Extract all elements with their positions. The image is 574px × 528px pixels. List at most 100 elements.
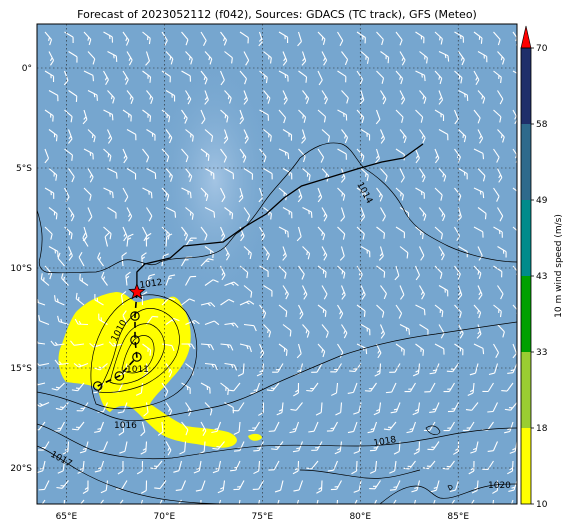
track-forecast-points xyxy=(92,311,142,391)
wind-barb xyxy=(263,129,272,142)
wind-barb xyxy=(477,129,484,144)
wind-barb xyxy=(473,265,482,280)
wind-barb xyxy=(379,129,386,144)
wind-barb xyxy=(477,246,483,261)
wind-barb xyxy=(108,341,124,347)
wind-barb xyxy=(497,207,504,222)
wind-barb xyxy=(438,246,445,261)
wind-barb xyxy=(50,340,65,346)
wind-barb xyxy=(100,480,109,494)
wind-barb xyxy=(468,460,475,475)
wind-barb xyxy=(44,187,55,199)
wind-barb xyxy=(487,402,498,413)
wind-barb xyxy=(181,31,189,46)
wind-barb xyxy=(380,207,386,222)
wind-barb xyxy=(458,168,468,180)
wind-barb xyxy=(119,441,128,454)
wind-barb xyxy=(360,51,370,64)
wind-barb xyxy=(256,363,265,377)
wind-barb xyxy=(48,129,58,142)
wind-barb xyxy=(57,460,66,474)
wind-barb xyxy=(200,70,208,85)
wind-barb xyxy=(79,273,89,286)
wind-barb xyxy=(337,226,346,240)
wind-barb xyxy=(376,187,383,202)
wind-barb xyxy=(317,226,326,241)
wind-barb xyxy=(48,51,55,66)
storm-current-position-marker xyxy=(128,282,146,300)
wind-barb xyxy=(73,362,89,368)
wind-barb xyxy=(337,265,346,279)
wind-barb xyxy=(257,499,261,504)
wind-barb xyxy=(317,304,327,317)
wind-barb xyxy=(263,246,270,261)
wind-barb xyxy=(243,51,250,66)
wind-barb xyxy=(219,70,225,86)
wind-barb xyxy=(185,275,197,286)
wind-barb xyxy=(399,90,406,105)
colorbar-tick-label: 10 xyxy=(536,500,548,510)
wind-barb xyxy=(75,292,85,306)
wind-barb xyxy=(68,207,75,222)
wind-barb xyxy=(367,421,378,434)
wind-barb xyxy=(185,51,193,65)
wind-barb xyxy=(282,324,292,337)
wind-barb xyxy=(497,324,505,338)
wind-barb xyxy=(94,460,105,473)
wind-barb xyxy=(243,90,249,105)
wind-barb xyxy=(292,441,304,453)
wind-barb xyxy=(438,207,446,222)
wind-barb xyxy=(204,362,218,371)
wind-barb xyxy=(220,187,226,203)
wind-barb xyxy=(458,324,464,339)
isobar-label-1011: 1011 xyxy=(126,365,149,375)
wind-barb xyxy=(473,343,485,355)
wind-barb xyxy=(157,499,163,504)
wind-barb xyxy=(44,148,50,164)
wind-barb xyxy=(302,285,308,300)
wind-barb xyxy=(295,499,300,504)
wind-barb xyxy=(395,70,404,85)
wind-barb xyxy=(263,168,273,180)
wind-barb xyxy=(477,90,486,104)
wind-barb xyxy=(107,90,115,104)
wind-barb xyxy=(501,382,514,392)
wind-barb xyxy=(434,70,443,85)
wind-barb xyxy=(259,70,268,84)
wind-barb xyxy=(239,31,249,44)
wind-barb xyxy=(154,480,167,490)
wind-barb xyxy=(380,168,388,182)
wind-barb xyxy=(449,480,460,493)
wind-barb xyxy=(185,168,193,182)
wind-barb xyxy=(185,237,197,247)
wind-barb xyxy=(276,402,284,416)
wind-barb xyxy=(512,343,517,359)
wind-barb xyxy=(224,362,238,371)
wind-barb xyxy=(83,31,92,46)
wind-barb xyxy=(204,207,216,218)
wind-barb xyxy=(376,304,385,318)
wind-barb xyxy=(341,129,349,144)
wind-barb xyxy=(122,70,129,85)
wind-barb xyxy=(356,31,366,44)
wind-barb xyxy=(68,51,78,63)
isobar-label-1012: 1012 xyxy=(139,278,163,291)
wind-barb xyxy=(371,499,377,504)
wind-barb xyxy=(454,226,461,241)
wind-barb xyxy=(337,187,346,201)
wind-barb xyxy=(126,51,133,66)
wind-barb xyxy=(54,359,69,366)
wind-barb xyxy=(103,109,114,121)
colorbar-tick-label: 49 xyxy=(536,196,548,206)
gale-wind-area-small xyxy=(248,433,262,441)
wind-barb xyxy=(211,421,222,434)
colorbar-segment xyxy=(521,428,531,504)
wind-barb xyxy=(419,51,428,64)
colorbar-extend-arrow xyxy=(520,25,532,49)
wind-barb xyxy=(223,129,229,144)
gridlines xyxy=(37,24,517,504)
wind-barb xyxy=(321,207,328,222)
wind-barb xyxy=(175,480,187,492)
wind-barb xyxy=(252,480,264,490)
wind-barb xyxy=(356,226,365,240)
